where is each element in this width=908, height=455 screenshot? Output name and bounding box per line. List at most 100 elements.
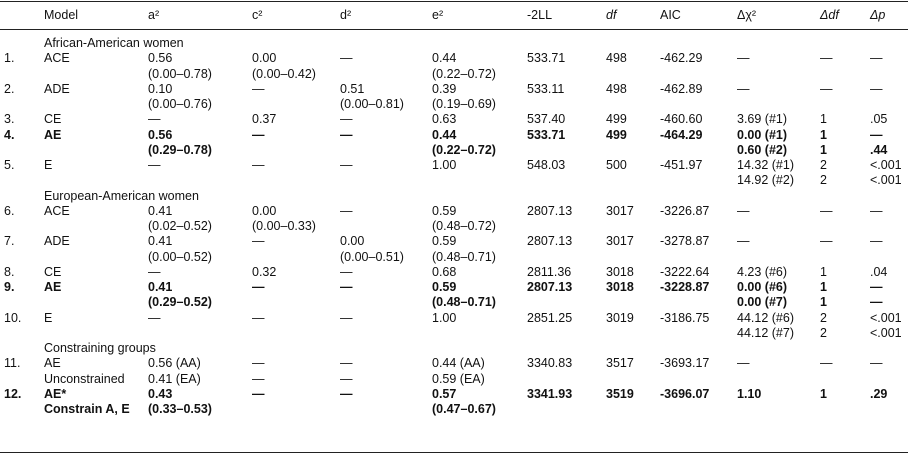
cell: 5. (4, 158, 15, 172)
cell: (0.00–0.81) (340, 97, 404, 111)
cell: — (340, 112, 353, 127)
cell: 0.59 (432, 280, 457, 294)
cell: 0.00 (#7) (737, 295, 788, 310)
cell: 14.32 (#1) (737, 158, 794, 172)
cell: — (737, 356, 750, 371)
cell: — (820, 234, 833, 249)
cell: CE (44, 112, 62, 127)
cell: 0.56 (148, 51, 173, 66)
column-header: Δp (870, 8, 886, 22)
cell: — (870, 234, 883, 249)
column-header: Δdf (820, 8, 839, 22)
cell: — (252, 386, 265, 401)
cell: 537.40 (527, 112, 566, 127)
cell: 1 (820, 264, 827, 279)
cell: 0.60 (#2) (737, 142, 788, 157)
section-heading: Constraining groups (44, 341, 156, 355)
cell: 498 (606, 81, 627, 96)
cell: 7. (4, 234, 15, 249)
cell: (0.00–0.76) (148, 97, 212, 111)
cell: 1 (820, 112, 827, 127)
cell: — (148, 310, 161, 325)
cell: 1.00 (432, 310, 457, 325)
cell: 3517 (606, 356, 634, 371)
cell: — (820, 356, 833, 371)
cell: 9. (4, 280, 15, 294)
cell: — (737, 51, 750, 66)
cell: — (252, 280, 265, 294)
cell: .05 (870, 112, 888, 127)
column-header: df (606, 8, 617, 22)
cell: — (820, 51, 833, 66)
cell: 8. (4, 264, 15, 279)
cell: .04 (870, 264, 888, 279)
cell: — (340, 310, 353, 325)
cell: 1.00 (432, 158, 457, 172)
cell: 3017 (606, 234, 634, 249)
cell: — (737, 81, 750, 96)
cell: — (340, 386, 353, 401)
bottom-rule (0, 452, 908, 453)
cell: 3017 (606, 203, 634, 218)
cell: 12. (4, 386, 22, 401)
cell: — (870, 51, 883, 66)
cell: (0.22–0.72) (432, 142, 496, 157)
cell: — (148, 264, 161, 279)
cell: — (252, 371, 265, 386)
cell: 0.43 (148, 386, 173, 401)
cell: — (870, 356, 883, 371)
cell: — (870, 203, 883, 218)
cell: 4. (4, 127, 15, 142)
cell: <.001 (870, 158, 902, 172)
cell: (0.00–0.52) (148, 249, 212, 264)
cell: (0.48–0.72) (432, 219, 496, 233)
column-header: e² (432, 8, 444, 22)
top-rule (0, 1, 908, 2)
cell: 498 (606, 51, 627, 66)
cell: AE (44, 356, 61, 371)
cell: <.001 (870, 325, 902, 340)
cell: .29 (870, 386, 888, 401)
cell: — (252, 158, 265, 172)
cell: — (148, 112, 161, 127)
cell: 6. (4, 203, 15, 218)
cell: (0.33–0.53) (148, 402, 212, 416)
header-rule (0, 29, 908, 30)
cell: — (340, 203, 353, 218)
cell: 0.56 (AA) (148, 356, 201, 371)
cell: — (340, 158, 353, 172)
cell: 1 (820, 280, 827, 294)
cell: Unconstrained (44, 371, 125, 386)
cell: ADE (44, 234, 70, 249)
cell: -3228.87 (660, 280, 710, 294)
cell: 11. (4, 356, 21, 371)
cell: 0.00 (252, 51, 277, 66)
cell: CE (44, 264, 62, 279)
cell: — (737, 234, 750, 249)
cell: -462.89 (660, 81, 703, 96)
cell: 0.44 (432, 51, 457, 66)
cell: 3519 (606, 386, 634, 401)
cell: -462.29 (660, 51, 703, 66)
cell: 1 (820, 295, 827, 310)
cell: (0.02–0.52) (148, 219, 212, 233)
cell: 44.12 (#7) (737, 325, 794, 340)
cell: — (820, 81, 833, 96)
cell: .44 (870, 142, 888, 157)
cell: (0.48–0.71) (432, 249, 496, 264)
cell: 0.41 (EA) (148, 371, 201, 386)
column-header: AIC (660, 8, 681, 22)
cell: — (820, 203, 833, 218)
cell: 2 (820, 173, 827, 188)
cell: 3340.83 (527, 356, 573, 371)
column-header: d² (340, 8, 352, 22)
cell: (0.00–0.51) (340, 249, 404, 264)
cell: 0.63 (432, 112, 457, 127)
cell: (0.48–0.71) (432, 295, 496, 310)
cell: 0.44 (432, 127, 457, 142)
cell: 0.10 (148, 81, 173, 96)
cell: 2811.36 (527, 264, 572, 279)
cell: — (340, 51, 353, 66)
cell: — (340, 356, 353, 371)
cell: 0.00 (#1) (737, 127, 788, 142)
